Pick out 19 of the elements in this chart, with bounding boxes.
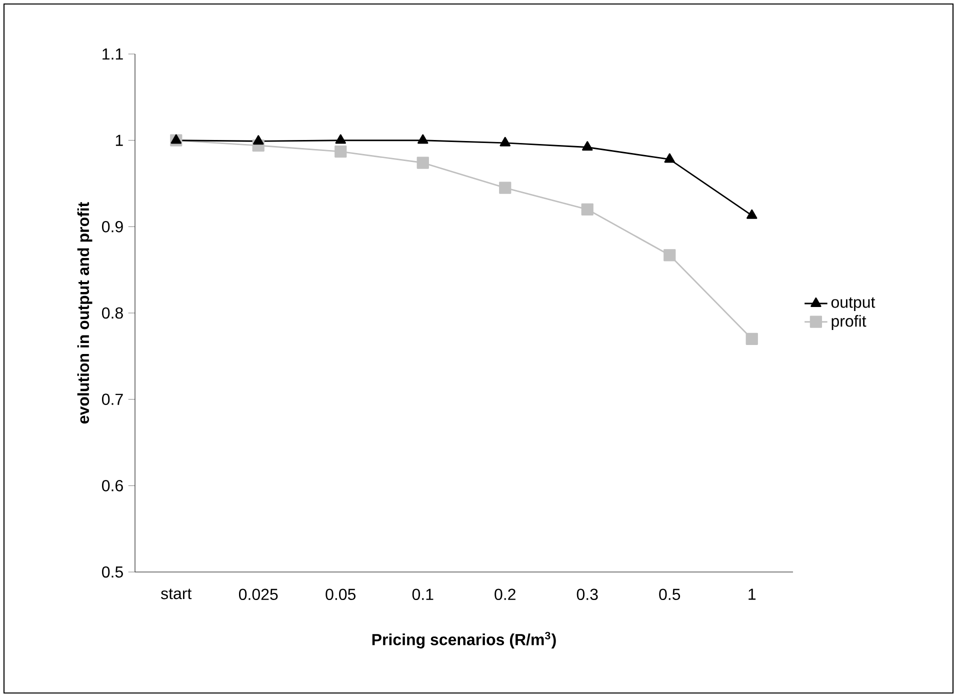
y-tick-label: 0.5 <box>102 566 123 578</box>
legend-label: output <box>831 297 876 312</box>
x-tick-label: 0.5 <box>659 588 680 600</box>
y-tick-label: 0.7 <box>102 394 123 405</box>
y-tick-label: 0.8 <box>102 307 123 319</box>
y-tick-label: 1 <box>116 134 123 146</box>
y-tick-label: 0.6 <box>102 480 123 492</box>
x-tick-label: 0.2 <box>494 588 516 600</box>
x-tick-label: 0.025 <box>238 588 278 600</box>
legend-label: profit <box>832 315 866 330</box>
x-tick-label: 0.1 <box>412 588 434 600</box>
x-tick-label: 1 <box>748 588 756 600</box>
y-axis-title: evolution in output and profit <box>77 202 92 424</box>
x-tick-label: 0.05 <box>326 588 356 600</box>
x-axis-title: Pricing scenarios (R/m$^{3}$) <box>372 632 556 648</box>
x-tick-label: start <box>161 588 192 600</box>
x-tick-label: 0.3 <box>576 588 598 600</box>
y-tick-label: 0.9 <box>102 221 123 232</box>
y-tick-label: 1.1 <box>102 48 123 60</box>
